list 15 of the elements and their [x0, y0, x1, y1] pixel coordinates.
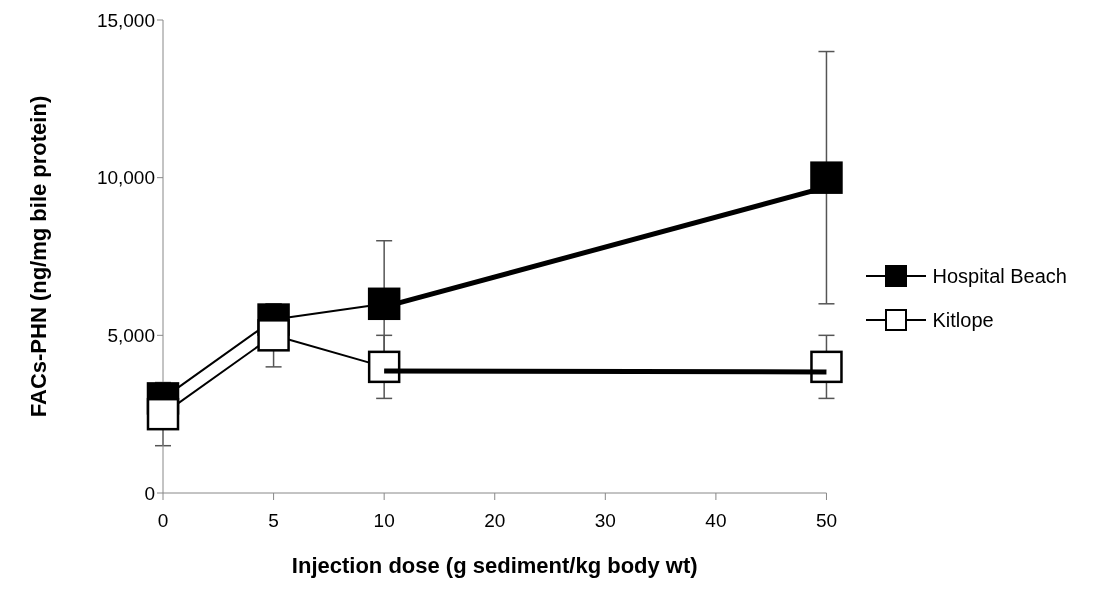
y-axis-title: FACs-PHN (ng/mg bile protein)	[25, 95, 51, 418]
x-tick-label: 30	[594, 510, 616, 532]
legend-label: Kitlope	[932, 308, 994, 332]
x-tick-label: 50	[815, 510, 838, 532]
x-tick-label: 0	[157, 510, 169, 532]
x-tick-label: 20	[484, 510, 506, 532]
y-tick-label: 5,000	[107, 325, 155, 347]
x-tick-label: 5	[268, 510, 279, 532]
legend-label: Hospital Beach	[932, 264, 1067, 288]
y-tick-label: 0	[144, 482, 155, 504]
x-tick-label: 10	[373, 510, 395, 532]
x-tick-label: 40	[705, 510, 727, 532]
y-tick-label: 15,000	[96, 9, 155, 31]
x-axis-title: Injection dose (g sediment/kg body wt)	[291, 553, 698, 578]
y-tick-label: 10,000	[96, 167, 155, 189]
